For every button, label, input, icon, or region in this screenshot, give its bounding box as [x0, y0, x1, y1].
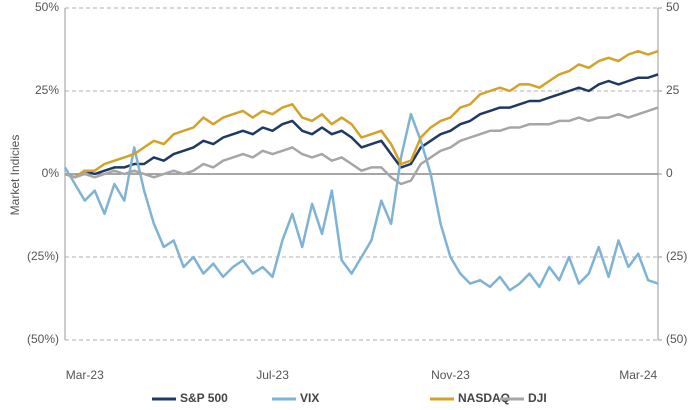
series-line	[64, 49, 659, 179]
y-tick-label: (25%)	[27, 249, 59, 263]
series-line	[63, 112, 659, 292]
y2-tick-label: 25	[666, 83, 680, 97]
legend-label: S&P 500	[180, 391, 228, 405]
y-tick-label: 50%	[35, 0, 59, 14]
x-tick-label: Nov-23	[431, 368, 470, 382]
x-tick-label: Mar-24	[619, 368, 657, 382]
x-tick-label: Jul-23	[256, 368, 289, 382]
y2-tick-label: (50)	[666, 332, 687, 346]
series-line	[64, 106, 659, 186]
legend-label: DJI	[528, 391, 547, 405]
legend-label: VIX	[300, 391, 319, 405]
series-line	[64, 73, 659, 179]
x-tick-label: Mar-23	[66, 368, 104, 382]
legend-label: NASDAQ	[458, 391, 510, 405]
y2-tick-label: 0	[666, 166, 673, 180]
y-tick-label: 0%	[42, 166, 60, 180]
y-tick-label: 25%	[35, 83, 59, 97]
y-tick-label: (50%)	[27, 332, 59, 346]
y2-tick-label: (25)	[666, 249, 687, 263]
y-axis-label: Market Indicies	[8, 135, 22, 216]
y2-tick-label: 50	[666, 0, 680, 14]
